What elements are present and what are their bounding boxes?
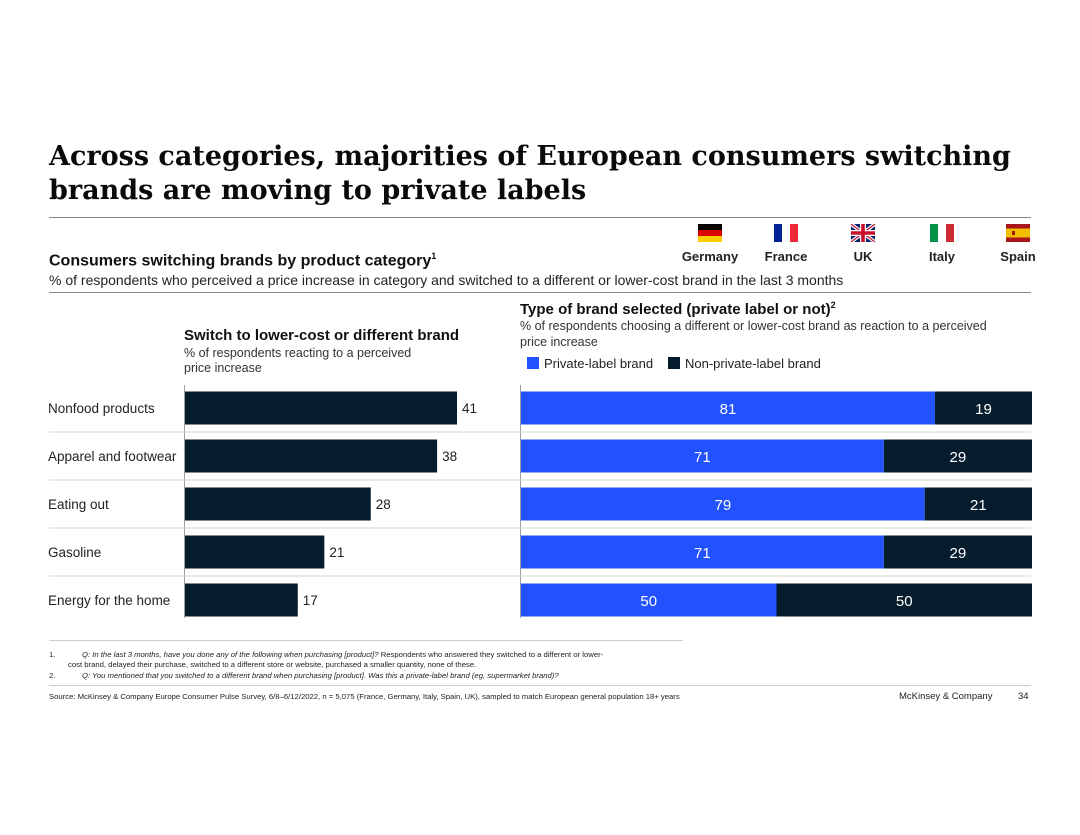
left-panel-heading: Switch to lower-cost or different brand: [184, 327, 460, 344]
legend-swatch-private: [527, 357, 539, 369]
country-label-uk: UK: [853, 249, 873, 264]
left-bar-energy-for-the-home: [185, 583, 298, 617]
country-label-germany: Germany: [681, 249, 739, 264]
chart-subtitle-desc: % of respondents who perceived a price i…: [49, 272, 844, 288]
title-divider: [49, 217, 1031, 218]
stacked-bar-private-apparel-and-footwear: [521, 439, 884, 473]
left-bar-value-energy-for-the-home: 17: [303, 593, 318, 608]
footnote-ref-2: 2: [830, 300, 836, 310]
footnote-ref-1: 1: [431, 251, 437, 261]
left-bar-apparel-and-footwear: [185, 439, 438, 473]
footnote-2-italic: Q: You mentioned that you switched to a …: [82, 671, 559, 680]
stacked-bar-private-gasoline: [521, 535, 884, 569]
category-label-apparel-and-footwear: Apparel and footwear: [48, 449, 177, 464]
page-number: 34: [1018, 691, 1029, 702]
left-bar-gasoline: [185, 535, 325, 569]
right-panel-heading-text: Type of brand selected (private label or…: [520, 301, 831, 318]
chart-subtitle-text: Consumers switching brands by product ca…: [49, 252, 432, 270]
stacked-bar-private-eating-out: [521, 487, 925, 521]
germany-flag-icon: [698, 224, 722, 242]
stacked-bar-value-nonprivate-energy-for-the-home: 50: [896, 593, 913, 610]
footnote-divider: [49, 640, 683, 641]
left-bar-value-nonfood-products: 41: [462, 401, 477, 416]
category-label-energy-for-the-home: Energy for the home: [48, 593, 170, 608]
footnote-2-num: 2.: [49, 671, 56, 680]
stacked-bar-value-private-eating-out: 79: [715, 497, 732, 514]
stacked-bar-nonprivate-eating-out: [924, 487, 1032, 521]
footnote-1-rest: Respondents who answered they switched t…: [378, 650, 604, 659]
stacked-bar-private-nonfood-products: [521, 391, 935, 425]
source-note: Source: McKinsey & Company Europe Consum…: [49, 692, 680, 701]
chart-subtitle: Consumers switching brands by product ca…: [49, 251, 436, 270]
category-label-gasoline: Gasoline: [48, 545, 101, 560]
left-panel-desc-2: price increase: [184, 361, 262, 375]
stacked-bar-nonprivate-energy-for-the-home: [776, 583, 1032, 617]
spain-flag-icon: [1006, 224, 1030, 242]
uk-flag-icon: [851, 224, 875, 242]
country-label-spain: Spain: [1000, 249, 1036, 264]
footnote-1-line2: cost brand, delayed their purchase, swit…: [68, 660, 477, 669]
legend-swatch-nonprivate: [668, 357, 680, 369]
bar-charts: Nonfood products 41 81 19 Apparel and footwe…: [48, 385, 1032, 618]
left-bar-value-gasoline: 21: [329, 545, 344, 560]
left-bar-value-apparel-and-footwear: 38: [442, 449, 457, 464]
category-label-nonfood-products: Nonfood products: [48, 401, 155, 416]
stacked-bar-private-energy-for-the-home: [521, 583, 777, 617]
stacked-bar-nonprivate-apparel-and-footwear: [883, 439, 1032, 473]
left-panel-desc-1: % of respondents reacting to a perceived: [184, 346, 412, 360]
stacked-bar-value-private-nonfood-products: 81: [720, 401, 737, 418]
footnote-2: 2. Q: You mentioned that you switched to …: [49, 671, 749, 681]
stacked-bar-value-private-energy-for-the-home: 50: [640, 593, 657, 610]
legend-label-private: Private-label brand: [544, 356, 654, 371]
france-flag-icon: [774, 224, 798, 242]
legend-label-nonprivate: Non-private-label brand: [685, 356, 821, 371]
source-divider: [49, 685, 1031, 686]
left-bar-value-eating-out: 28: [376, 497, 391, 512]
country-label-italy: Italy: [928, 249, 955, 264]
brand-name: McKinsey & Company: [899, 691, 993, 702]
left-bar-nonfood-products: [185, 391, 457, 425]
right-panel-desc-2: price increase: [520, 335, 598, 349]
stacked-bar-value-nonprivate-eating-out: 21: [970, 497, 987, 514]
category-label-eating-out: Eating out: [48, 497, 109, 512]
right-panel-desc-1: % of respondents choosing a different or…: [520, 319, 987, 333]
stacked-bar-value-nonprivate-apparel-and-footwear: 29: [950, 449, 967, 466]
italy-flag-icon: [930, 224, 954, 242]
subtitle-divider: [49, 292, 1031, 293]
stacked-bar-value-private-gasoline: 71: [694, 545, 711, 562]
stacked-bar-value-nonprivate-nonfood-products: 19: [975, 401, 992, 418]
left-bar-eating-out: [185, 487, 371, 521]
footnote-1: 1. Q: In the last 3 months, have you done…: [49, 650, 709, 670]
country-legend: Germany France UK Italy Spain: [670, 224, 1050, 264]
stacked-bar-value-private-apparel-and-footwear: 71: [694, 449, 711, 466]
country-label-france: France: [764, 249, 808, 264]
stacked-bar-value-nonprivate-gasoline: 29: [950, 545, 967, 562]
stacked-bar-nonprivate-nonfood-products: [934, 391, 1032, 425]
right-panel-heading: Type of brand selected (private label or…: [520, 300, 836, 318]
page-title: Across categories, majorities of Europea…: [49, 141, 1011, 206]
footnote-1-num: 1.: [49, 650, 56, 659]
stacked-bar-nonprivate-gasoline: [883, 535, 1032, 569]
footnote-1-italic: Q: In the last 3 months, have you done a…: [82, 650, 379, 659]
